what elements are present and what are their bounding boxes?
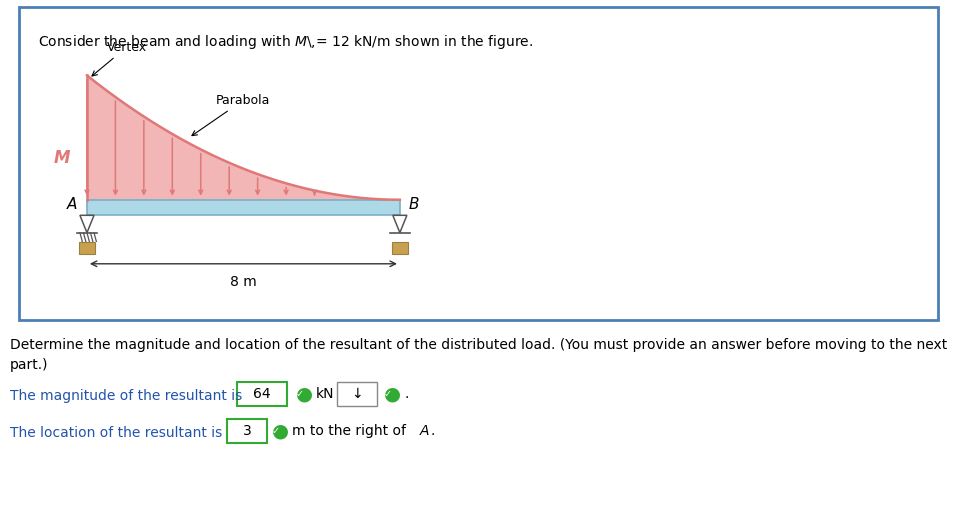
Text: 64: 64 — [254, 387, 271, 401]
Text: Parabola: Parabola — [192, 94, 271, 136]
Text: ✓: ✓ — [296, 389, 304, 399]
Polygon shape — [80, 215, 94, 232]
Text: part.): part.) — [10, 358, 49, 372]
Text: ●: ● — [272, 421, 289, 441]
Text: ↓: ↓ — [351, 387, 363, 401]
Text: B: B — [409, 197, 419, 212]
Text: m to the right of: m to the right of — [292, 424, 411, 438]
Text: ●: ● — [384, 385, 401, 403]
Text: ●: ● — [296, 385, 313, 403]
Text: A: A — [420, 424, 430, 438]
FancyBboxPatch shape — [337, 382, 377, 406]
Text: The magnitude of the resultant is: The magnitude of the resultant is — [10, 389, 242, 403]
Text: kN: kN — [316, 387, 335, 401]
Text: .: . — [404, 387, 409, 401]
Text: 3: 3 — [243, 424, 252, 438]
Polygon shape — [392, 215, 407, 232]
Bar — [392, 242, 408, 255]
Bar — [87, 200, 400, 215]
Text: 8 m: 8 m — [230, 275, 256, 289]
Text: Vertex: Vertex — [92, 41, 146, 76]
Text: Determine the magnitude and location of the resultant of the distributed load. (: Determine the magnitude and location of … — [10, 338, 947, 352]
Text: The location of the resultant is: The location of the resultant is — [10, 426, 222, 440]
Text: ✓: ✓ — [384, 389, 392, 399]
FancyBboxPatch shape — [237, 382, 287, 406]
Bar — [79, 242, 95, 255]
Text: A: A — [67, 197, 78, 212]
Text: M: M — [54, 149, 70, 167]
Text: .: . — [431, 424, 435, 438]
Text: ✓: ✓ — [272, 426, 280, 436]
Text: Consider the beam and loading with $M$\,= 12 kN/m shown in the figure.: Consider the beam and loading with $M$\,… — [38, 33, 534, 50]
FancyBboxPatch shape — [227, 419, 267, 443]
